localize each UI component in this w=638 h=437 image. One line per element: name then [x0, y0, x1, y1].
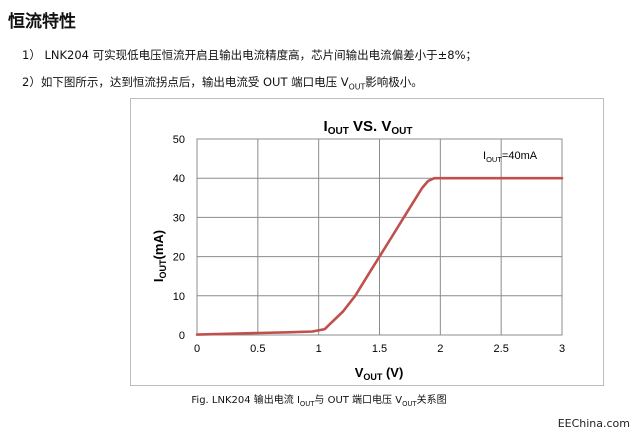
caption-part-2: 与 OUT 端口电压 V [314, 395, 403, 406]
paragraph-2: 2）如下图所示，达到恒流拐点后，输出电流受 OUT 端口电压 VOUT影响极小。 [22, 74, 423, 91]
x-tick-label: 0.5 [250, 343, 265, 355]
x-tick-label: 3 [559, 343, 565, 355]
watermark: EEChina.com [557, 417, 630, 430]
y-tick-label: 30 [173, 212, 185, 224]
y-axis-label: IOUT(mA) [151, 230, 168, 282]
y-tick-label: 0 [179, 330, 185, 342]
paragraph-2-subscript: OUT [348, 82, 366, 92]
figure-caption: Fig. LNK204 输出电流 IOUT与 OUT 端口电压 VOUT关系图 [0, 391, 638, 408]
y-tick-label: 50 [173, 134, 185, 146]
x-tick-label: 1.5 [372, 343, 387, 355]
caption-part-1: Fig. LNK204 输出电流 I [191, 395, 300, 406]
y-tick-label: 10 [173, 291, 185, 303]
caption-sub-2: OUT [402, 400, 417, 408]
caption-part-3: 关系图 [416, 395, 447, 406]
paragraph-1: 1） LNK204 可实现低电压恒流开启且输出电流精度高，芯片间输出电流偏差小于… [22, 48, 478, 62]
x-tick-label: 2 [437, 343, 443, 355]
y-tick-label: 20 [173, 252, 185, 264]
paragraph-2-tail: 影响极小。 [365, 75, 423, 89]
x-axis-label: VOUT (V) [355, 365, 404, 382]
chart-annotation: IOUT=40mA [483, 150, 538, 164]
x-tick-label: 1 [316, 343, 322, 355]
caption-sub-1: OUT [299, 400, 315, 408]
chart-frame: 0 0.5 1 1.5 2 2.5 3 0 10 20 30 40 50 IOUT VS. VOUT I… [130, 98, 604, 386]
grid-lines [196, 138, 563, 336]
x-tick-label: 0 [194, 343, 200, 355]
paragraph-2-text: 2）如下图所示，达到恒流拐点后，输出电流受 OUT 端口电压 V [22, 75, 349, 89]
section-heading: 恒流特性 [8, 12, 76, 32]
chart-title: IOUT VS. VOUT [324, 118, 413, 137]
y-tick-label: 40 [173, 173, 185, 185]
series-line-iout [195, 176, 564, 336]
x-tick-label: 2.5 [494, 343, 509, 355]
